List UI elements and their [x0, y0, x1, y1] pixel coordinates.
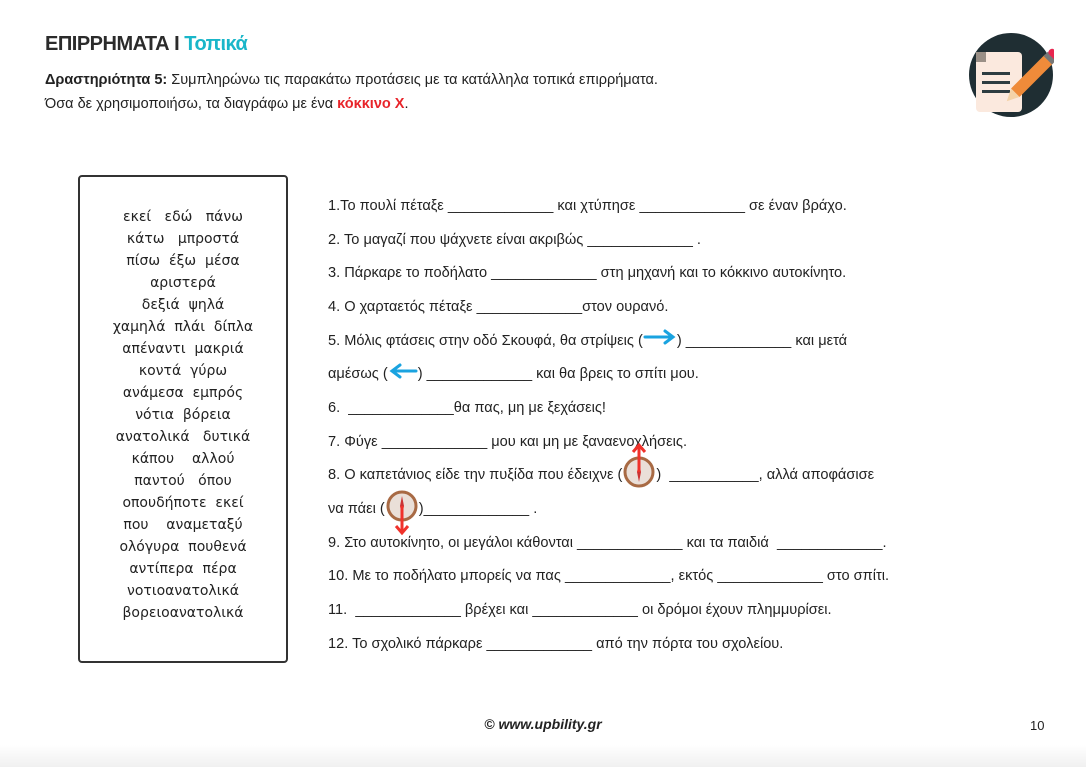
- word-bank-row: νότια βόρεια: [135, 407, 231, 423]
- word-bank-row: βορειοανατολικά: [122, 605, 244, 621]
- page-edge: [0, 745, 1086, 767]
- word-bank-row: κάπου αλλού: [131, 451, 235, 467]
- sentence-line: 6. _____________θα πας, μη με ξεχάσεις!: [328, 391, 889, 425]
- word-bank: εκεί εδώ πάνω κάτω μπροστά πίσω έξω μέσα αρ…: [78, 206, 288, 624]
- footer-copyright: © www.upbility.gr: [484, 716, 602, 732]
- sentence-text: 8. Ο καπετάνιος είδε την πυξίδα που έδει…: [328, 467, 623, 484]
- sentence-text: 9. Στο αυτοκίνητο, οι μεγάλοι κάθονται _…: [328, 534, 887, 551]
- word-bank-row: ανατολικά δυτικά: [115, 429, 251, 445]
- sentence-text: να πάει (: [328, 501, 385, 518]
- sentence-text: )_____________ .: [418, 501, 538, 518]
- sentence-line: 2. Το μαγαζί που ψάχνετε είναι ακριβώς _…: [328, 223, 889, 257]
- sentence-text: ) _____________ και θα βρεις το σπίτι μο…: [417, 366, 699, 383]
- sentence-text: 10. Με το ποδήλατο μπορείς να πας ______…: [328, 568, 890, 585]
- sentence-line: 5. Μόλις φτάσεις στην οδό Σκουφά, θα στρ…: [328, 324, 889, 358]
- sentence-text: 1.Το πουλί πέταξε _____________ και χτύπ…: [328, 197, 847, 214]
- word-bank-row: κάτω μπροστά: [126, 231, 240, 247]
- sentence-line: 3. Πάρκαρε το ποδήλατο _____________ στη…: [328, 256, 889, 290]
- word-bank-row: παντού όπου: [134, 473, 232, 489]
- sentence-text: 7. Φύγε _____________ μου και μη με ξανα…: [328, 433, 687, 450]
- word-bank-row: ανάμεσα εμπρός: [122, 385, 244, 401]
- sentence-text: ) ___________, αλλά αποφάσισε: [656, 467, 875, 484]
- sentence-text: 5. Μόλις φτάσεις στην οδό Σκουφά, θα στρ…: [328, 332, 643, 349]
- sentence-line: 7. Φύγε _____________ μου και μη με ξανα…: [328, 425, 889, 459]
- word-bank-row: νοτιοανατολικά: [127, 583, 239, 599]
- page-subtitle: Τοπικά: [184, 33, 248, 55]
- word-bank-row: χαμηλά πλάι δίπλα: [112, 319, 254, 335]
- sentence-line: 9. Στο αυτοκίνητο, οι μεγάλοι κάθονται _…: [328, 526, 889, 560]
- sentence-line: 8. Ο καπετάνιος είδε την πυξίδα που έδει…: [328, 442, 889, 495]
- sentence-line: 1.Το πουλί πέταξε _____________ και χτύπ…: [328, 189, 889, 223]
- sentence-text: 3. Πάρκαρε το ποδήλατο _____________ στη…: [328, 265, 847, 282]
- page-title: ΕΠΙΡΡΗΜΑΤΑ I Τοπικά: [45, 33, 248, 55]
- compass-north-icon: [622, 442, 656, 495]
- arrow-right-icon: [643, 329, 677, 352]
- sentences: 1.Το πουλί πέταξε _____________ και χτύπ…: [328, 189, 889, 661]
- sentence-text: αμέσως (: [328, 366, 388, 383]
- word-bank-row: που αναμεταξύ: [123, 517, 243, 533]
- arrow-left-icon: [388, 363, 418, 386]
- page-number: 10: [1030, 718, 1045, 733]
- word-bank-row: οπουδήποτε εκεί: [122, 495, 244, 511]
- sentence-line: 4. Ο χαρταετός πέταξε _____________στον …: [328, 290, 889, 324]
- instructions: Δραστηριότητα 5: Συμπληρώνω τις παρακάτω…: [45, 72, 658, 112]
- sentence-text: 6. _____________θα πας, μη με ξεχάσεις!: [328, 399, 606, 416]
- word-bank-row: κοντά γύρω: [138, 363, 228, 379]
- word-bank-row: ολόγυρα πουθενά: [119, 539, 247, 555]
- document-pencil-icon: [969, 33, 1054, 117]
- word-bank-box: [78, 175, 288, 663]
- sentence-line: να πάει ( )_____________ .: [328, 490, 889, 535]
- red-x-highlight: κόκκινο Χ: [337, 96, 405, 112]
- word-bank-row: εκεί εδώ πάνω: [123, 209, 243, 225]
- compass-south-icon: [385, 490, 419, 535]
- word-bank-row: πίσω έξω μέσα: [126, 253, 240, 269]
- sentence-line: αμέσως ( ) _____________ και θα βρεις το …: [328, 357, 889, 391]
- sentence-text: 2. Το μαγαζί που ψάχνετε είναι ακριβώς _…: [328, 231, 701, 248]
- sentence-text: 12. Το σχολικό πάρκαρε _____________ από…: [328, 635, 784, 652]
- sentence-line: 11. _____________ βρέχει και ___________…: [328, 593, 889, 627]
- sentence-line: 10. Με το ποδήλατο μπορείς να πας ______…: [328, 560, 889, 594]
- word-bank-row: δεξιά ψηλά: [141, 297, 225, 313]
- word-bank-row: απέναντι μακριά: [122, 341, 244, 357]
- word-bank-row: αντίπερα πέρα: [129, 561, 237, 577]
- sentence-text: 11. _____________ βρέχει και ___________…: [328, 602, 832, 619]
- word-bank-row: αριστερά: [150, 275, 216, 291]
- sentence-line: 12. Το σχολικό πάρκαρε _____________ από…: [328, 627, 889, 661]
- activity-label: Δραστηριότητα 5:: [45, 72, 168, 88]
- sentence-text: ) _____________ και μετά: [676, 332, 848, 349]
- sentence-text: 4. Ο χαρταετός πέταξε _____________στον …: [328, 298, 669, 315]
